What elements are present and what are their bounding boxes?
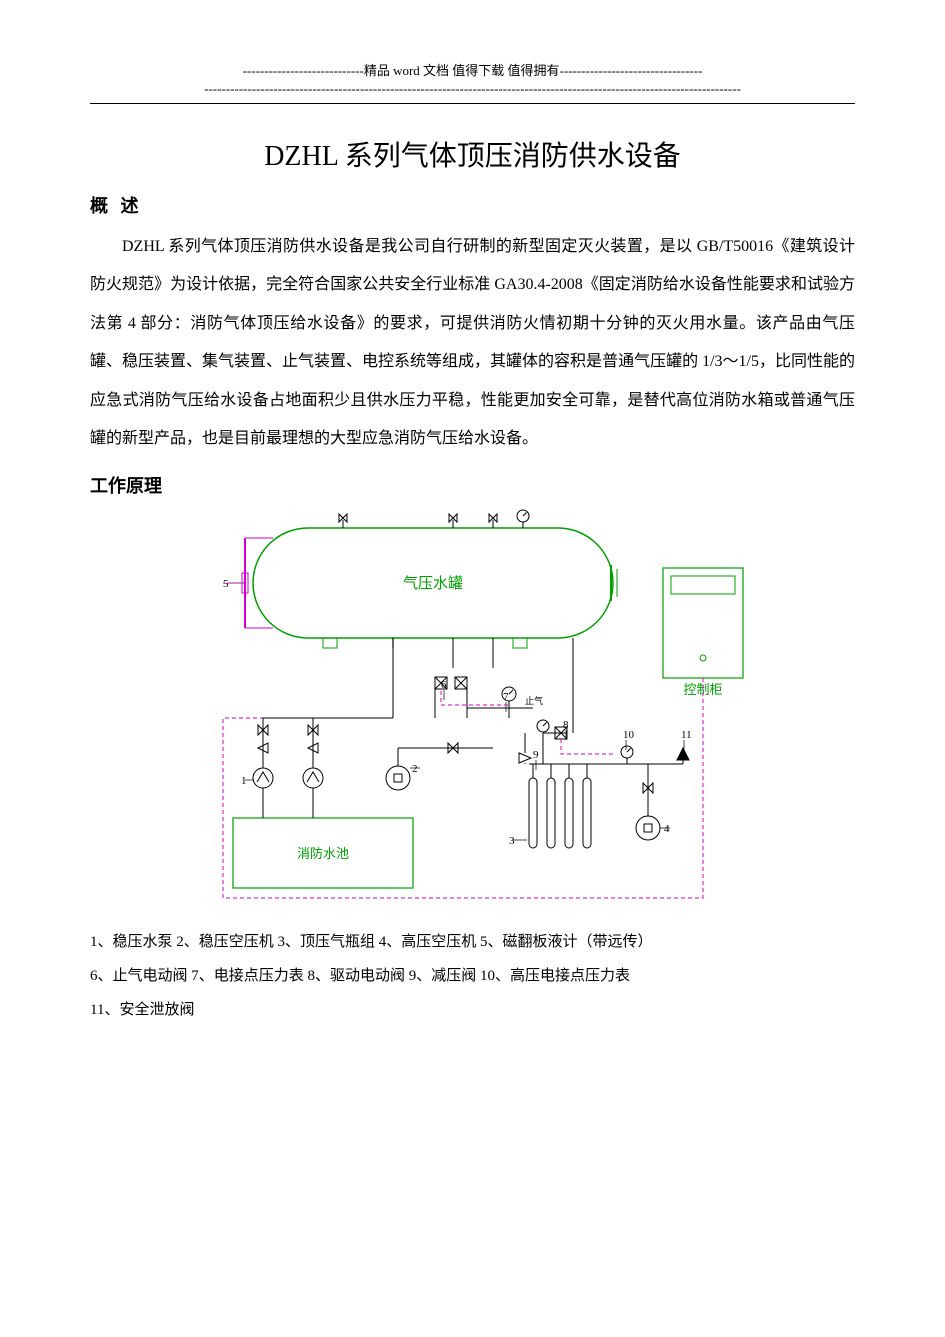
svg-text:消防水池: 消防水池 <box>296 846 348 861</box>
svg-text:8: 8 <box>563 719 569 731</box>
svg-text:止气: 止气 <box>525 695 543 706</box>
legend-line-3: 11、安全泄放阀 <box>90 995 855 1025</box>
legend-line-2: 6、止气电动阀 7、电接点压力表 8、驱动电动阀 9、减压阀 10、高压电接点压… <box>90 961 855 991</box>
section-heading-overview: 概 述 <box>90 192 855 218</box>
system-diagram: 气压水罐5控制柜消防水池1止气23467891011 <box>193 508 753 913</box>
svg-text:6: 6 <box>441 679 447 691</box>
section-heading-principle: 工作原理 <box>90 472 855 498</box>
svg-text:5: 5 <box>223 578 229 590</box>
svg-text:3: 3 <box>509 835 515 847</box>
legend-line-1: 1、稳压水泵 2、稳压空压机 3、顶压气瓶组 4、高压空压机 5、磁翻板液计（带… <box>90 927 855 957</box>
header-text: 精品 word 文档 值得下载 值得拥有 <box>364 63 560 78</box>
page-header-line2: ----------------------------------------… <box>90 81 855 97</box>
header-dashes-left: ---------------------------- <box>243 63 364 78</box>
svg-text:1: 1 <box>241 775 247 787</box>
svg-text:气压水罐: 气压水罐 <box>402 575 462 592</box>
document-title: DZHL 系列气体顶压消防供水设备 <box>90 134 855 174</box>
document-page: ----------------------------精品 word 文档 值… <box>0 0 945 1337</box>
svg-text:2: 2 <box>412 763 418 775</box>
page-header-line1: ----------------------------精品 word 文档 值… <box>90 60 855 79</box>
header-rule <box>90 103 855 104</box>
diagram-svg: 气压水罐5控制柜消防水池1止气23467891011 <box>193 508 753 908</box>
header-dashes-right: --------------------------------- <box>560 63 703 78</box>
svg-text:10: 10 <box>623 729 635 741</box>
svg-text:4: 4 <box>664 823 670 835</box>
overview-paragraph: DZHL 系列气体顶压消防供水设备是我公司自行研制的新型固定灭火装置，是以 GB… <box>90 228 855 458</box>
svg-text:11: 11 <box>681 729 692 741</box>
svg-text:7: 7 <box>503 691 509 703</box>
svg-text:9: 9 <box>533 749 539 761</box>
